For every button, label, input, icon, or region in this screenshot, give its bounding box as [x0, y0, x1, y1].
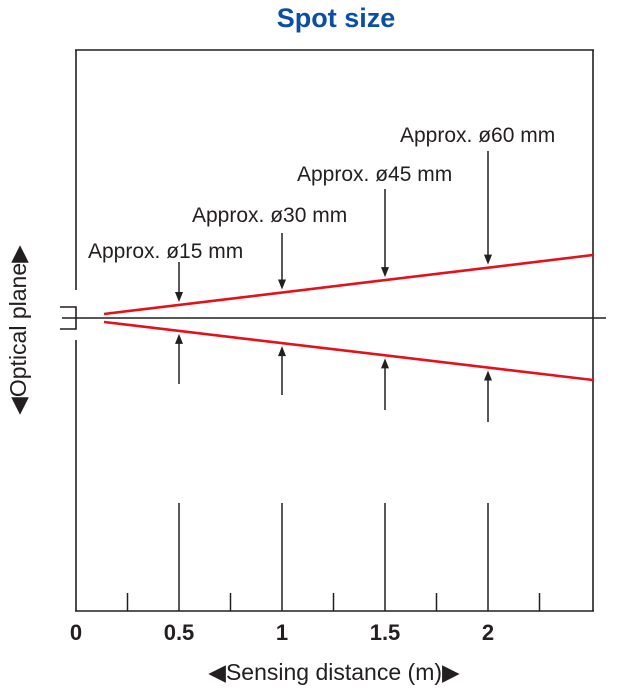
- arrow-head: [484, 370, 492, 381]
- spot-size-label: Approx. ø15 mm: [88, 240, 243, 263]
- spot-arrow-pair: [381, 189, 389, 410]
- x-tick-label: 0.5: [164, 620, 195, 645]
- x-tick-label: 1: [276, 620, 288, 645]
- spot-size-label: Approx. ø60 mm: [400, 124, 555, 147]
- x-tick-label: 2: [482, 620, 494, 645]
- diagram-title: Spot size: [277, 3, 396, 33]
- arrow-head: [278, 346, 286, 357]
- plot-frame: [75, 49, 594, 612]
- spot-arrow-pair: [175, 262, 183, 384]
- arrow-head: [175, 333, 183, 344]
- beam-upper-edge: [103, 253, 594, 316]
- x-axis-label: ◀Sensing distance (m)▶: [208, 659, 460, 685]
- y-axis-label: ◀Optical plane▶: [5, 245, 31, 415]
- spot-size-labels: Approx. ø15 mm Approx. ø30 mm Approx. ø45 …: [88, 124, 555, 263]
- arrow-head: [381, 358, 389, 369]
- spot-arrow-pair: [484, 151, 492, 422]
- arrow-head: [381, 267, 389, 278]
- beam-spread: [103, 253, 594, 382]
- arrow-head: [484, 254, 492, 265]
- spot-arrow-pair: [278, 233, 286, 395]
- spot-size-label: Approx. ø30 mm: [192, 204, 347, 227]
- minor-ticks: [126, 593, 541, 611]
- arrow-head: [175, 291, 183, 302]
- x-tick-label: 0: [70, 620, 82, 645]
- spot-size-label: Approx. ø45 mm: [297, 163, 452, 186]
- distance-markers: [178, 503, 489, 611]
- x-tick-label: 1.5: [370, 620, 401, 645]
- arrow-head: [278, 279, 286, 290]
- beam-lower-edge: [103, 320, 594, 382]
- spot-size-arrows: [175, 151, 492, 422]
- x-tick-labels: 0 0.5 1 1.5 2: [70, 620, 494, 645]
